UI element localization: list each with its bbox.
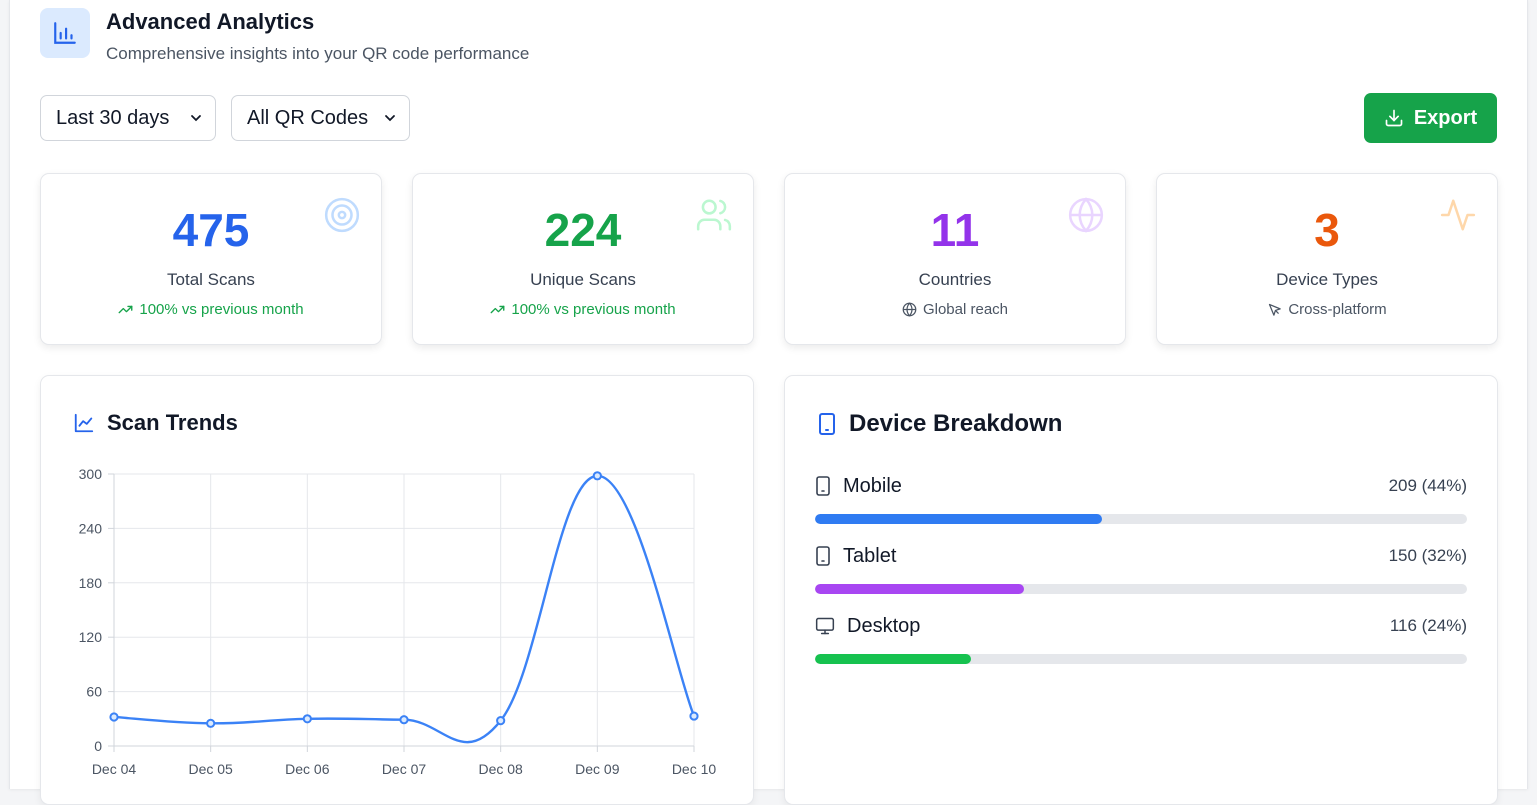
stat-card-unique-scans: 224 Unique Scans 100% vs previous month [412,173,754,345]
x-tick-label: Dec 04 [92,761,137,777]
stat-sub-text: 100% vs previous month [139,301,304,318]
device-value: 116 (24%) [1389,616,1467,635]
stat-sub: Cross-platform [1157,301,1497,318]
progress-fill [815,654,972,664]
stat-label: Device Types [1276,270,1378,289]
data-point [399,715,409,725]
trending-up-icon [490,305,505,314]
device-name-label: Mobile [843,474,902,497]
device-value: 209 (44%) [1388,476,1467,495]
qr-code-select[interactable]: All QR Codes [231,95,410,141]
stat-sub-text: Global reach [922,301,1009,318]
progress-track [815,654,1467,664]
date-range-select[interactable]: Last 30 days [40,95,216,141]
cursor-icon [1269,303,1282,316]
device-row-desktop: Desktop 116 (24%) [815,614,1467,664]
device-breakdown-label: Device Breakdown [849,410,1063,437]
stat-value: 224 [544,204,622,256]
progress-track [815,584,1467,594]
tablet-device-icon [816,546,830,566]
stat-card-device-types: 3 Device Types Cross-platform [1156,173,1498,345]
tablet-icon [819,413,835,435]
download-icon [1385,109,1403,127]
stat-card-countries: 11 Countries Global reach [784,173,1126,345]
scan-trends-chart: 0 60 120 180 240 300 Dec 04 Dec 05 Dec 06 Dec 07 D… [79,466,717,777]
analytics-page: Advanced Analytics Comprehensive insight… [9,0,1528,805]
stat-value: 3 [1314,204,1340,256]
device-breakdown-title: Device Breakdown [817,410,1062,438]
y-tick-label: 0 [94,738,102,754]
y-tick-label: 120 [79,629,103,645]
device-row-tablet: Tablet 150 (32%) [815,544,1467,594]
y-tick-label: 60 [86,684,102,700]
x-tick-label: Dec 09 [575,761,620,777]
data-point [592,471,602,481]
globe-small-icon [902,302,917,317]
x-tick-label: Dec 10 [672,761,717,777]
scan-trends-label: Scan Trends [107,410,238,435]
stat-value: 475 [172,204,250,256]
progress-track [815,514,1467,524]
stat-sub-text: Cross-platform [1288,301,1387,318]
export-button[interactable]: Export [1364,93,1497,143]
smartphone-icon [816,476,830,496]
y-tick-label: 180 [79,575,103,591]
stat-value: 11 [930,204,980,256]
stat-card-total-scans: 475 Total Scans 100% vs previous month [40,173,382,345]
stat-label: Unique Scans [530,270,636,289]
stat-sub: 100% vs previous month [413,301,753,318]
activity-icon [1439,196,1477,239]
date-range-value: Last 30 days [56,106,170,129]
data-point [496,716,506,726]
data-point [689,711,699,721]
device-name-label: Desktop [847,614,921,637]
monitor-icon [815,617,835,635]
x-tick-label: Dec 07 [382,761,427,777]
stat-label: Total Scans [167,270,255,289]
device-breakdown-panel: Device Breakdown Mobile 209 (44%) Tablet [784,375,1498,805]
globe-icon [1067,196,1105,239]
data-point [206,718,216,728]
page-header: Advanced Analytics Comprehensive insight… [40,6,529,64]
y-tick-label: 240 [79,520,103,536]
scan-trends-panel: Scan Trends 0 60 120 180 240 300 Dec 04 Dec 05 D… [40,375,754,805]
page-subtitle: Comprehensive insights into your QR code… [106,44,530,63]
device-row-mobile: Mobile 209 (44%) [815,474,1467,524]
scan-trends-title: Scan Trends [73,410,238,436]
series-line-scans [113,474,696,744]
x-tick-label: Dec 08 [478,761,523,777]
target-icon [323,196,361,239]
data-point [109,712,119,722]
progress-fill [815,514,1102,524]
stat-label: Countries [918,270,992,289]
device-name-label: Tablet [843,544,897,567]
x-tick-label: Dec 06 [285,761,330,777]
export-label: Export [1413,106,1478,129]
data-point [302,714,312,724]
line-chart-icon [74,413,94,433]
qr-code-value: All QR Codes [247,106,369,129]
progress-fill [815,584,1024,594]
chevron-down-icon [385,115,395,122]
page-title: Advanced Analytics [106,9,315,34]
device-value: 150 (32%) [1388,546,1467,565]
trending-up-icon [118,305,133,314]
chevron-down-icon [191,115,201,122]
stat-sub-text: 100% vs previous month [511,301,676,318]
bar-chart-icon [40,8,90,58]
users-icon [695,196,733,239]
x-tick-label: Dec 05 [188,761,233,777]
y-tick-label: 300 [79,466,103,482]
stat-sub: 100% vs previous month [41,301,381,318]
stat-sub: Global reach [785,301,1125,318]
